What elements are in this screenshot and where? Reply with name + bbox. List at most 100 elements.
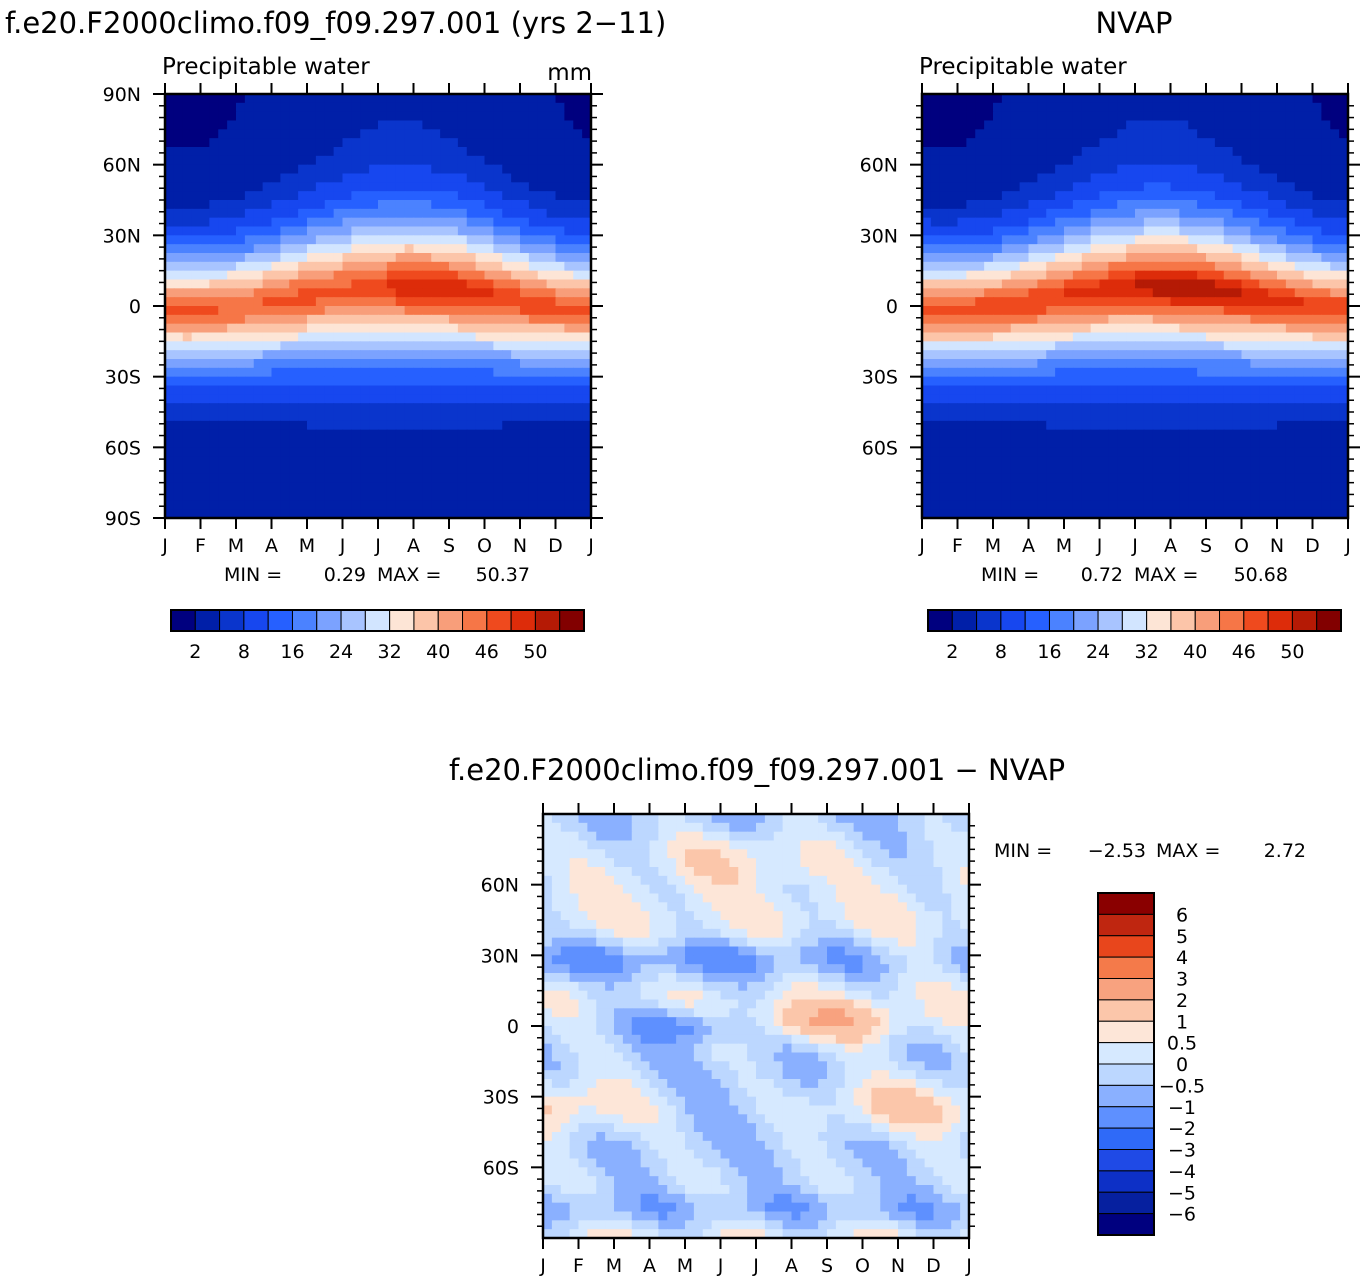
p1-field-cell (289, 465, 299, 475)
p2-field-cell (1188, 509, 1198, 518)
p2-field-cell (1321, 359, 1331, 369)
p1-field-cell (457, 394, 468, 404)
p2-field-cell (1161, 208, 1172, 219)
p1-field-cell (457, 412, 468, 422)
p2-field-cell (1303, 173, 1314, 183)
p1-field-cell (218, 200, 228, 210)
p2-field-cell (1259, 385, 1269, 395)
p1-field-cell (209, 297, 219, 307)
p1-field-cell (440, 182, 450, 192)
p2-field-cell (1179, 429, 1189, 440)
p2-field-cell (1072, 102, 1083, 113)
p2-field-cell (1108, 332, 1118, 342)
p2-field-cell (939, 155, 950, 166)
p1-field-cell (360, 403, 370, 413)
p3-field-cell (898, 814, 908, 824)
x-tick-label: A (1164, 535, 1177, 557)
p1-field-cell (173, 456, 184, 466)
p1-field-cell (413, 323, 423, 334)
p2-field-cell (1330, 191, 1340, 201)
p1-field-cell (227, 394, 237, 404)
p1-field-cell (582, 509, 591, 518)
p2-field-cell (1072, 394, 1083, 404)
p1-field-cell (475, 456, 486, 466)
p1-field-cell (573, 420, 583, 431)
p2-field-cell (1241, 253, 1251, 263)
p1-field-cell (582, 394, 591, 404)
p1-field-cell (573, 465, 583, 475)
p2-field-cell (1223, 359, 1234, 369)
p2-field-cell (1214, 323, 1225, 334)
p2-field-cell (1001, 120, 1012, 130)
colorbar-box (1073, 609, 1099, 632)
p1-field-cell (422, 102, 432, 113)
p1-field-cell (404, 500, 415, 510)
p2-field-cell (1117, 147, 1127, 157)
p1-field-cell (395, 412, 406, 422)
p1-field-cell (502, 350, 512, 360)
p2-field-cell (1303, 314, 1314, 325)
p2-field-cell (1170, 200, 1180, 210)
p1-field-cell (413, 491, 423, 501)
p2-field-cell (1028, 385, 1038, 395)
p1-field-cell (271, 253, 281, 263)
p2-field-cell (966, 297, 976, 307)
p1-field-cell (315, 438, 326, 448)
p2-field-cell (1108, 314, 1118, 325)
p1-field-cell (493, 500, 503, 510)
p1-field-cell (307, 288, 317, 298)
p2-field-cell (1028, 279, 1038, 289)
p1-field-cell (244, 200, 255, 210)
p2-field-cell (1312, 217, 1322, 228)
p2-field-cell (1135, 332, 1145, 342)
p2-field-cell (1028, 261, 1038, 272)
p2-field-cell (1214, 350, 1225, 360)
p2-field-cell (1232, 138, 1243, 148)
p1-field-cell (484, 297, 494, 307)
p2-field-cell (1312, 509, 1322, 518)
p2-field-cell (957, 297, 967, 307)
p1-field-cell (209, 438, 219, 448)
p1-field-cell (520, 403, 530, 413)
p2-field-cell (957, 217, 967, 228)
p2-field-cell (1241, 102, 1251, 113)
p2-field-cell (1019, 420, 1030, 431)
p2-field-cell (1143, 350, 1154, 360)
p2-field-cell (957, 420, 967, 431)
p1-field-cell (484, 288, 494, 298)
p1-field-cell (555, 164, 565, 175)
p1-field-cell (573, 208, 583, 219)
p2-field-cell (1081, 226, 1092, 236)
p1-field-cell (422, 94, 432, 104)
p1-field-cell (422, 173, 432, 183)
p1-field-cell (307, 279, 317, 289)
p2-field-cell (1321, 306, 1331, 316)
p1-field-cell (555, 429, 565, 440)
p1-field-cell (520, 173, 530, 183)
p1-field-cell (555, 244, 565, 254)
p2-field-cell (1294, 279, 1305, 289)
p2-field-cell (1188, 164, 1198, 175)
p1-field-cell (573, 147, 583, 157)
p1-field-cell (298, 217, 308, 228)
p1-field-cell (236, 138, 246, 148)
p2-field-cell (1259, 208, 1269, 219)
p1-field-cell (582, 385, 591, 395)
p2-field-cell (1081, 323, 1092, 334)
p2-field-cell (1303, 270, 1314, 281)
p1-field-cell (227, 270, 237, 281)
p1-field-cell (511, 376, 521, 387)
p1-field-cell (528, 235, 539, 245)
p3-field-cell (809, 822, 819, 833)
p1-field-cell (564, 403, 574, 413)
p1-field-cell (537, 244, 548, 254)
p2-field-cell (975, 509, 985, 518)
p2-field-cell (922, 111, 932, 122)
p1-field-cell (182, 102, 193, 113)
p1-field-cell (555, 359, 565, 369)
p1-field-cell (227, 412, 237, 422)
p1-field-cell (413, 191, 423, 201)
p2-field-cell (1081, 438, 1092, 448)
p1-field-cell (173, 217, 184, 228)
p1-field-cell (475, 288, 486, 298)
